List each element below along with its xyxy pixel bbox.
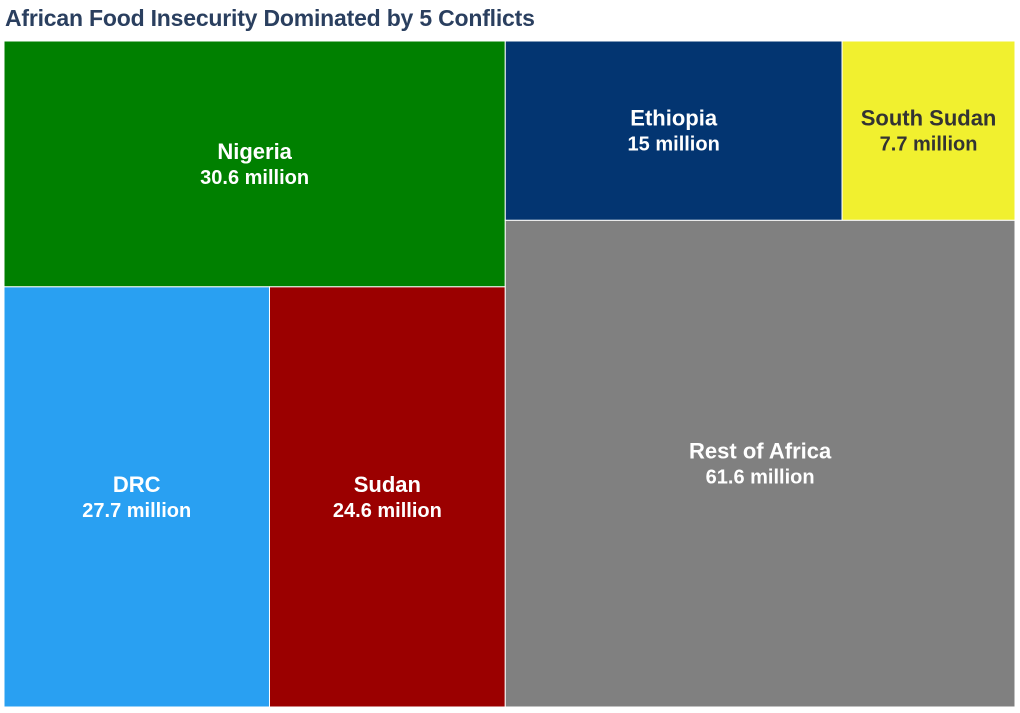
treemap-tile-sudan[interactable]: Sudan 24.6 million bbox=[268, 286, 506, 708]
tile-value: 7.7 million bbox=[880, 134, 978, 156]
treemap-tile-rest-of-africa[interactable]: Rest of Africa 61.6 million bbox=[504, 219, 1016, 708]
tile-rect-sudan bbox=[268, 286, 506, 708]
chart-title: African Food Insecurity Dominated by 5 C… bbox=[5, 5, 535, 31]
tile-label: Sudan bbox=[354, 472, 421, 497]
tile-rect-rest-of-africa bbox=[504, 219, 1016, 708]
tile-rect-drc bbox=[3, 286, 270, 708]
treemap-tile-ethiopia[interactable]: Ethiopia 15 million bbox=[504, 40, 843, 221]
treemap-tile-nigeria[interactable]: Nigeria 30.6 million bbox=[3, 40, 506, 288]
tile-rect-ethiopia bbox=[504, 40, 843, 221]
tile-label: Nigeria bbox=[217, 139, 292, 164]
tile-value: 24.6 million bbox=[333, 500, 442, 522]
tile-value: 30.6 million bbox=[200, 167, 309, 189]
tile-label: Rest of Africa bbox=[689, 439, 832, 464]
tile-rect-nigeria bbox=[3, 40, 506, 288]
tile-value: 61.6 million bbox=[706, 467, 815, 489]
tile-value: 15 million bbox=[628, 134, 720, 156]
tile-label: South Sudan bbox=[861, 106, 997, 131]
tile-label: Ethiopia bbox=[630, 106, 718, 131]
tile-value: 27.7 million bbox=[82, 500, 191, 522]
treemap-tile-south-sudan[interactable]: South Sudan 7.7 million bbox=[841, 40, 1016, 221]
tile-label: DRC bbox=[113, 472, 161, 497]
treemap-tile-drc[interactable]: DRC 27.7 million bbox=[3, 286, 270, 708]
